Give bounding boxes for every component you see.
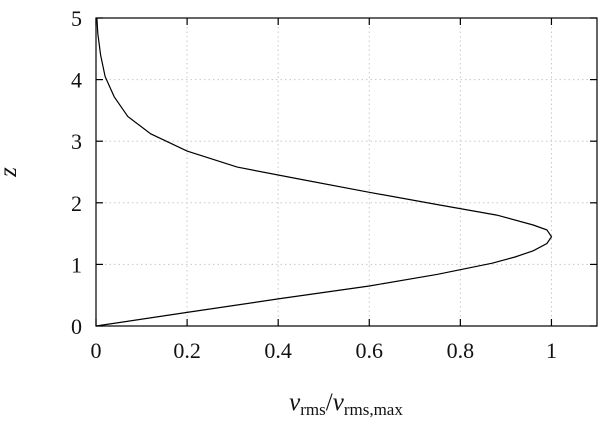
x-tick-label: 0.4 <box>264 338 292 363</box>
x-axis-label-main2: v <box>333 389 345 416</box>
y-tick-label: 4 <box>71 68 82 93</box>
grid <box>96 18 597 326</box>
x-axis-label-sub2: rms,max <box>344 400 404 419</box>
x-tick-label: 1 <box>546 338 557 363</box>
x-axis-label: vrms/vrms,max <box>289 389 403 419</box>
x-axis-label-sep: / <box>326 389 333 416</box>
tick-labels: 0 0.2 0.4 0.6 0.8 1 0 1 2 3 4 5 <box>71 6 557 363</box>
y-tick-label: 2 <box>71 191 82 216</box>
ticks <box>95 17 597 327</box>
series-line <box>95 17 553 327</box>
y-tick-label: 3 <box>71 129 82 154</box>
plot-frame <box>95 17 598 327</box>
x-tick-label: 0 <box>91 338 102 363</box>
x-tick-label: 0.6 <box>356 338 384 363</box>
y-tick-label: 1 <box>71 252 82 277</box>
x-tick-label: 0.2 <box>173 338 201 363</box>
x-axis-label-sub: rms <box>300 400 326 419</box>
x-tick-label: 0.8 <box>447 338 475 363</box>
y-tick-label: 0 <box>71 314 82 339</box>
y-axis-label: z <box>0 167 22 178</box>
x-axis-label-main: v <box>289 389 301 416</box>
y-tick-label: 5 <box>71 6 82 31</box>
